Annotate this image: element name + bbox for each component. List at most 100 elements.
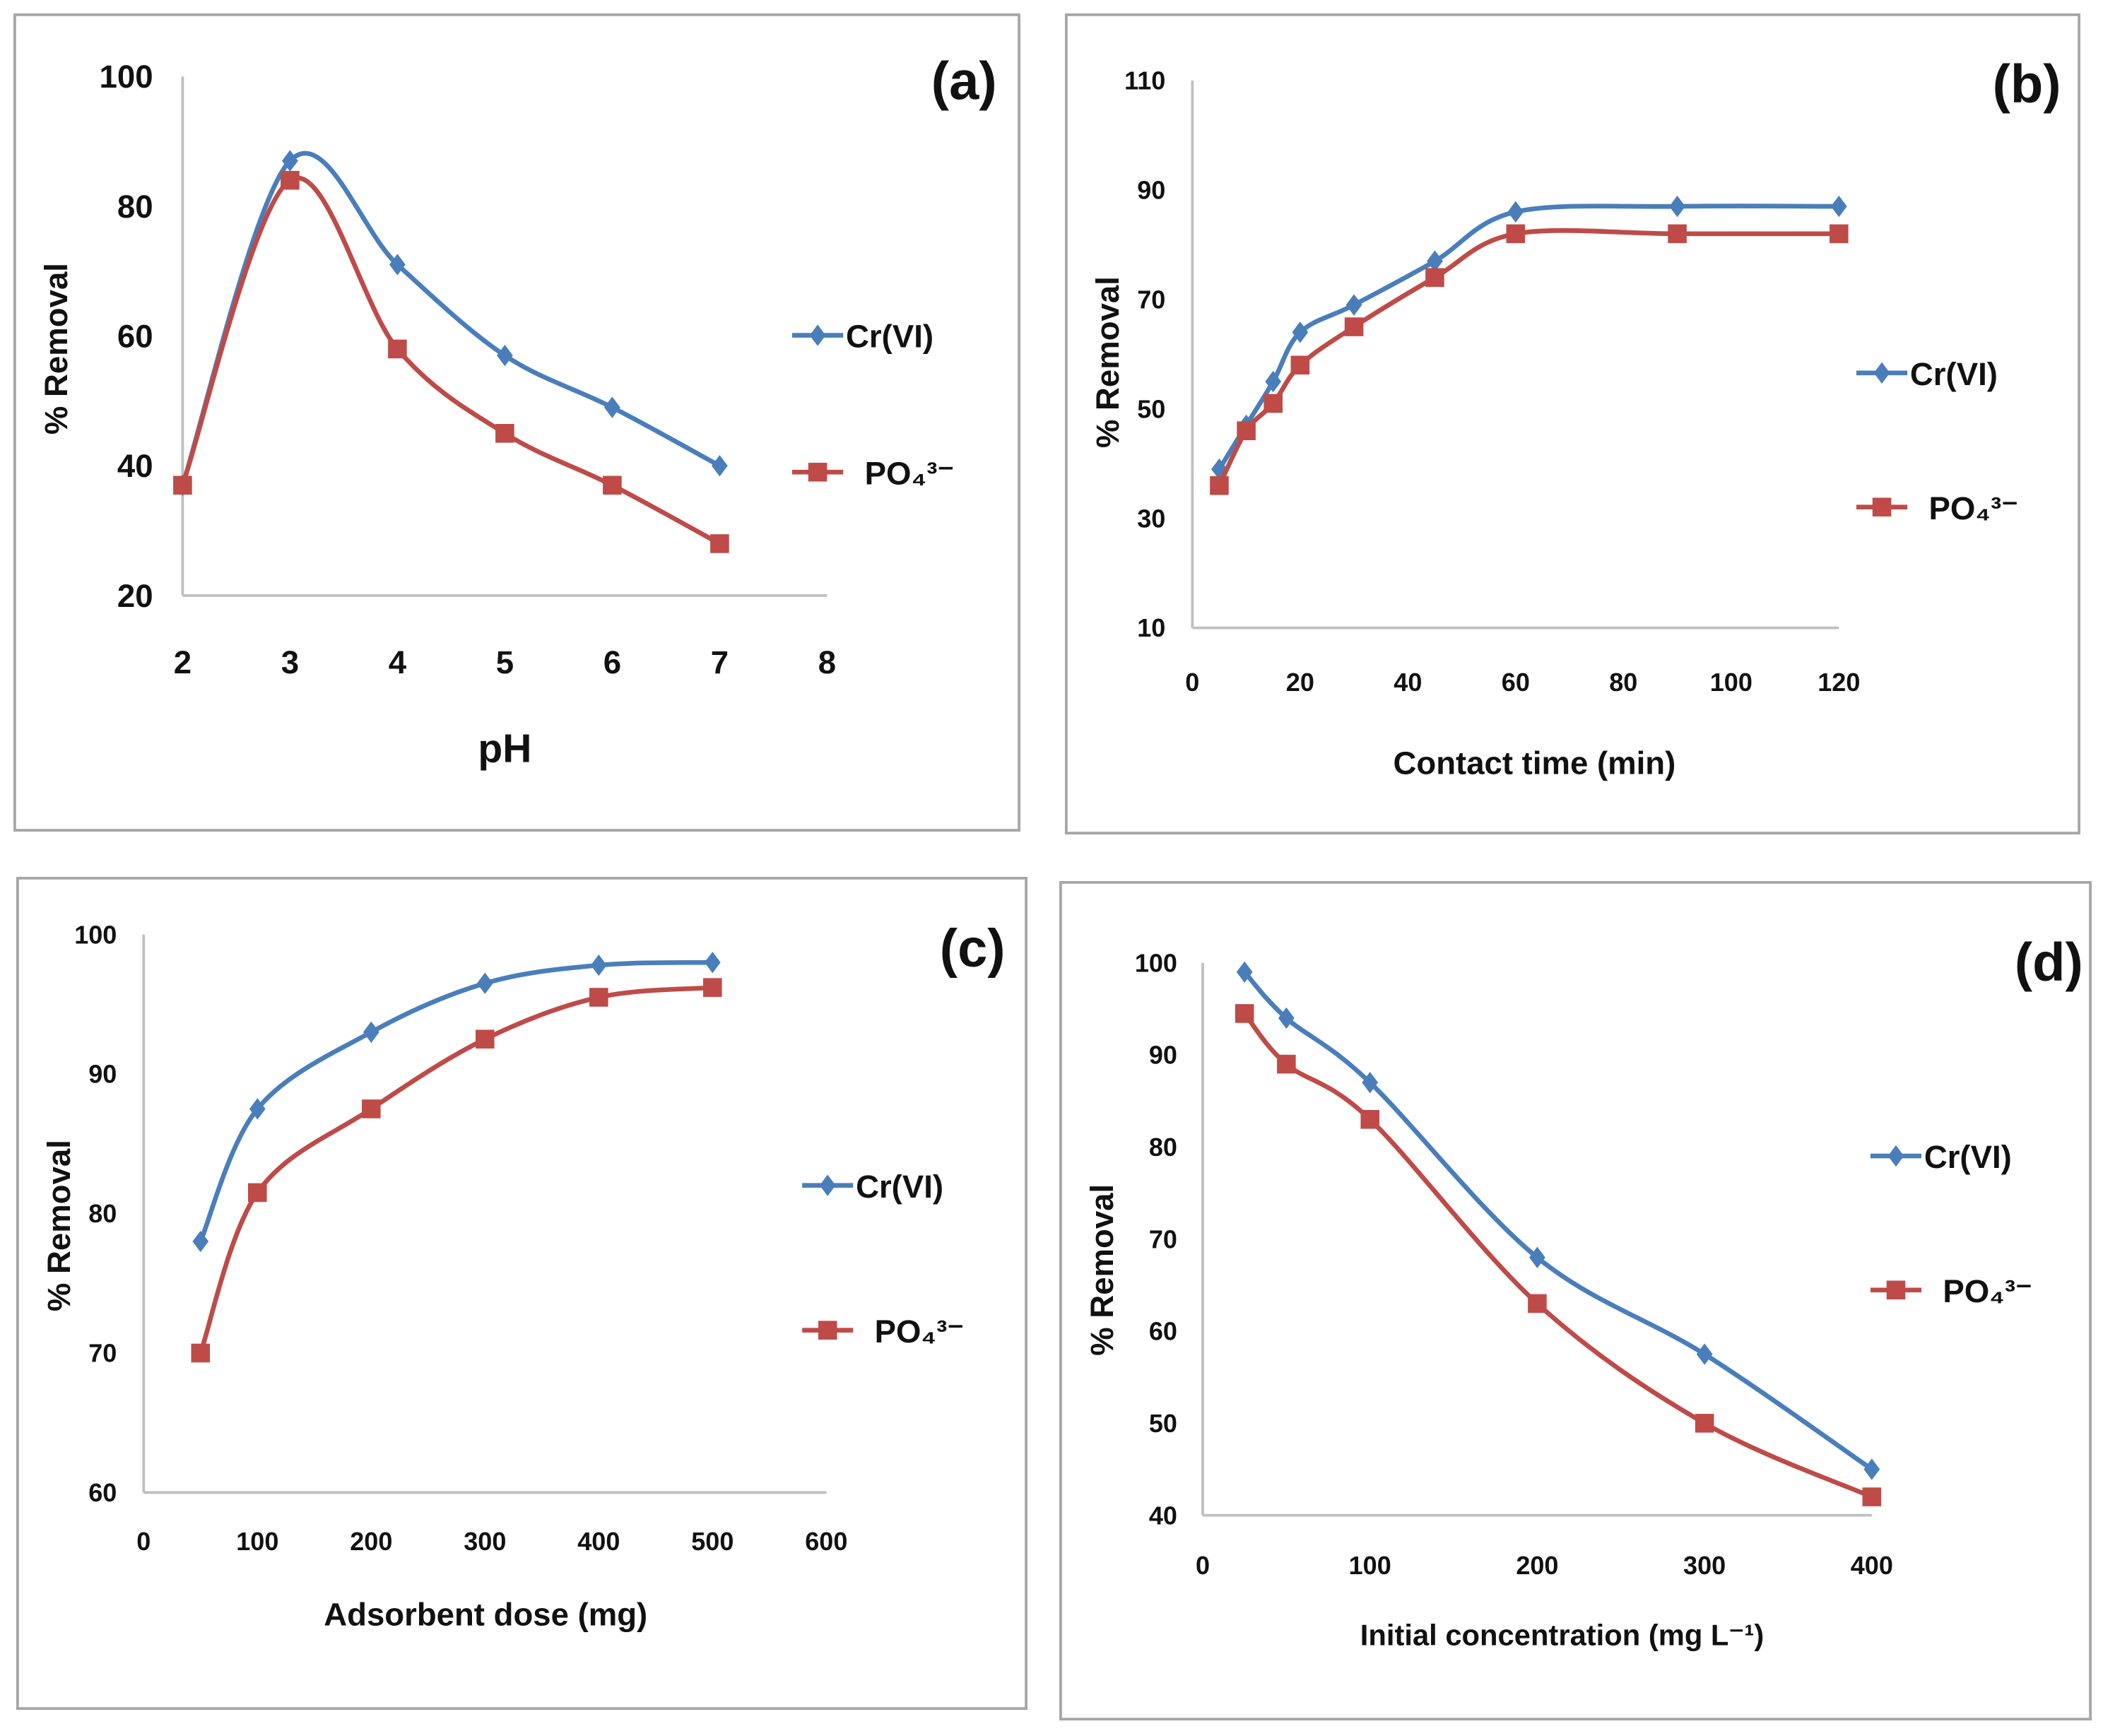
x-tick-label: 4 [389, 644, 407, 680]
x-tick-label: 5 [496, 644, 514, 680]
chart-svg: 10 30 50 70 90 110 0 20 40 60 80 100 120 Contact time… [1065, 13, 2080, 834]
panel-label: (a) [931, 52, 997, 112]
panel-label: (d) [2015, 932, 2083, 992]
data-point-po4 [281, 170, 300, 190]
chart-svg: 60 70 80 90 100 0 100 200 300 400 500 600 Adsorbent … [16, 877, 1027, 1710]
legend-label-cr: Cr(VI) [856, 1169, 943, 1205]
data-point-cr [1507, 201, 1524, 223]
x-tick-label: 7 [711, 644, 729, 680]
y-tick-label: 80 [117, 189, 153, 225]
legend-label-po4: PO₄³⁻ [865, 455, 955, 491]
data-point-po4 [703, 978, 722, 997]
data-point-po4 [1695, 1414, 1714, 1433]
data-point-po4 [1360, 1110, 1380, 1129]
chart-svg: 20 40 60 80 100 2 3 4 5 6 7 8 pH % Removal (a) Cr(VI) PO… [13, 13, 1020, 832]
data-point-cr [1236, 961, 1253, 983]
x-tick-label: 300 [1683, 1551, 1726, 1580]
x-tick-label: 200 [1516, 1551, 1558, 1580]
data-point-cr [1863, 1458, 1880, 1480]
x-tick-label: 0 [1185, 668, 1199, 697]
data-point-cr [704, 951, 721, 974]
y-axis-title: % Removal [1090, 276, 1126, 448]
data-point-cr [1529, 1246, 1545, 1268]
data-point-po4 [362, 1099, 381, 1118]
data-point-cr [282, 150, 298, 172]
data-point-po4 [1862, 1487, 1882, 1506]
data-point-po4 [1277, 1054, 1296, 1074]
y-tick-label: 60 [88, 1478, 117, 1507]
x-tick-label: 300 [464, 1527, 506, 1556]
y-tick-label: 10 [1137, 613, 1165, 642]
x-tick-label: 120 [1818, 668, 1860, 697]
legend-marker-po4 [1872, 497, 1892, 517]
data-point-po4 [191, 1343, 211, 1363]
panel-label: (c) [940, 919, 1006, 979]
data-point-po4 [173, 476, 192, 495]
data-point-po4 [710, 534, 729, 553]
x-tick-label: 3 [281, 644, 299, 680]
y-tick-label: 100 [74, 920, 117, 949]
panel-frame [1065, 13, 2080, 834]
data-point-po4 [1830, 224, 1849, 244]
data-point-po4 [1344, 317, 1364, 336]
y-tick-label: 20 [117, 578, 153, 614]
data-point-cr [476, 972, 493, 994]
data-point-po4 [1425, 268, 1444, 288]
y-tick-label: 30 [1137, 504, 1165, 533]
x-tick-label: 2 [174, 644, 192, 680]
y-tick-label: 70 [1149, 1224, 1177, 1253]
y-tick-label: 100 [1135, 948, 1177, 977]
data-point-po4 [1210, 476, 1229, 495]
x-axis-title: Initial concentration (mg L⁻¹) [1360, 1619, 1764, 1652]
y-tick-label: 80 [88, 1199, 117, 1228]
x-axis-title: Contact time (min) [1394, 745, 1676, 781]
series-line-cr [1242, 970, 1873, 1472]
legend-marker-cr [1873, 362, 1890, 384]
y-tick-label: 80 [1149, 1133, 1177, 1162]
y-axis-title: % Removal [38, 263, 74, 435]
data-point-po4 [1506, 224, 1526, 244]
data-point-po4 [603, 476, 622, 495]
data-point-po4 [1668, 224, 1687, 244]
x-tick-label: 60 [1502, 668, 1530, 697]
data-point-cr [1278, 1007, 1295, 1029]
x-tick-label: 500 [691, 1527, 734, 1556]
data-point-cr [389, 254, 406, 276]
panel-a-ph: 20 40 60 80 100 2 3 4 5 6 7 8 pH % Removal (a) Cr(VI) PO… [13, 13, 1020, 832]
x-tick-label: 8 [818, 644, 836, 680]
data-point-cr [604, 396, 620, 418]
y-tick-label: 50 [1149, 1409, 1177, 1438]
y-axis-title: % Removal [1084, 1184, 1120, 1356]
x-tick-label: 6 [603, 644, 621, 680]
data-point-cr [1696, 1343, 1713, 1365]
x-tick-label: 0 [136, 1527, 151, 1556]
panel-frame [13, 13, 1020, 832]
panel-label: (b) [1993, 54, 2061, 114]
legend-label-po4: PO₄³⁻ [1943, 1273, 2032, 1309]
data-point-po4 [1528, 1294, 1547, 1313]
panel-b-contact-time: 10 30 50 70 90 110 0 20 40 60 80 100 120 Contact time… [1065, 13, 2080, 834]
data-point-cr [1265, 370, 1282, 393]
legend-label-po4: PO₄³⁻ [1928, 490, 2018, 526]
x-tick-label: 200 [350, 1527, 392, 1556]
data-point-cr [192, 1230, 209, 1253]
y-tick-label: 100 [100, 59, 153, 95]
y-tick-label: 40 [1149, 1501, 1177, 1530]
x-tick-label: 40 [1394, 668, 1422, 697]
legend-label-cr: Cr(VI) [846, 319, 933, 355]
y-tick-label: 70 [1137, 285, 1165, 314]
y-tick-label: 90 [1137, 175, 1165, 204]
data-point-cr [363, 1021, 379, 1044]
data-point-po4 [1237, 421, 1256, 441]
y-tick-label: 90 [1149, 1041, 1177, 1070]
panel-c-adsorbent-dose: 60 70 80 90 100 0 100 200 300 400 500 600 Adsorbent … [16, 877, 1027, 1710]
data-point-po4 [495, 424, 514, 443]
x-axis-title: pH [478, 726, 531, 771]
legend-label-cr: Cr(VI) [1924, 1139, 2012, 1175]
data-point-po4 [1290, 355, 1310, 375]
panel-d-initial-concentration: 40 50 60 70 80 90 100 0 100 200 300 400 Initial conc… [1059, 881, 2092, 1720]
x-tick-label: 20 [1286, 668, 1314, 697]
y-tick-label: 40 [117, 448, 153, 484]
panel-frame [16, 877, 1027, 1710]
y-axis-title: % Removal [41, 1140, 77, 1311]
